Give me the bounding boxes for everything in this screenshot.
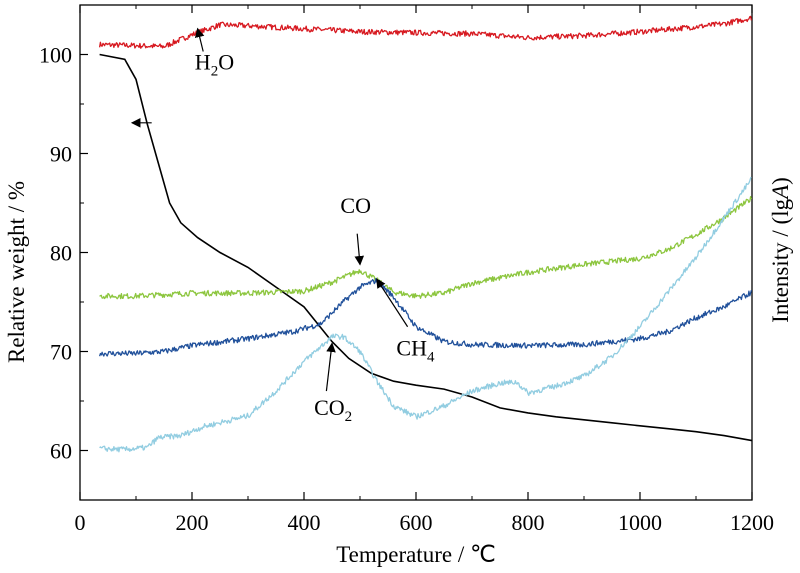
annotation-arrow-ch4	[376, 278, 409, 328]
series-layer	[98, 15, 753, 453]
y-tick-label: 60	[50, 439, 72, 464]
annotation-arrow-co2	[325, 342, 336, 392]
y-tick-label: 80	[50, 241, 72, 266]
x-axis-title: Temperature / ℃	[336, 542, 496, 567]
y-axis-title-left: Relative weight / %	[4, 181, 29, 363]
x-tick-label: 1000	[618, 510, 662, 535]
series-line-h2o	[98, 15, 753, 49]
series-line-weight	[99, 53, 753, 442]
x-axis-ticks: 0 200 400 600 800 1000 1200	[75, 5, 774, 535]
y-tick-label: 100	[39, 43, 72, 68]
annotation-arrow-co	[354, 233, 365, 266]
y-axis-title-right-suffix: )	[768, 177, 793, 185]
x-tick-label: 400	[288, 510, 321, 535]
annotation-label-co: CO	[340, 193, 371, 218]
series-line-co	[99, 195, 753, 300]
x-tick-label: 0	[75, 510, 86, 535]
y-tick-label: 70	[50, 340, 72, 365]
x-tick-label: 600	[400, 510, 433, 535]
annotation-label-h2o: H2O	[195, 49, 234, 79]
x-tick-label: 200	[176, 510, 209, 535]
y-axis-ticks: 60 70 80 90 100	[39, 4, 88, 501]
y-axis-title-right-italic: A	[768, 184, 793, 201]
x-tick-label: 800	[512, 510, 545, 535]
series-line-co2	[99, 176, 752, 453]
y-axis-title-right: Intensity / (lgA)	[768, 177, 793, 323]
series-line-ch4	[98, 277, 753, 357]
y-tick-label: 90	[50, 142, 72, 167]
plot-border	[79, 4, 753, 501]
y-axis-title-right-prefix: Intensity / (lg	[768, 198, 793, 322]
annotation-label-ch4: CH4	[396, 335, 435, 365]
annotation-label-co2: CO2	[314, 395, 352, 425]
annotation-layer: H2O CO CH4 CO2	[130, 27, 435, 425]
x-tick-label: 1200	[730, 510, 774, 535]
plot-frame	[79, 4, 753, 501]
annotation-arrow-h2o	[194, 27, 205, 52]
